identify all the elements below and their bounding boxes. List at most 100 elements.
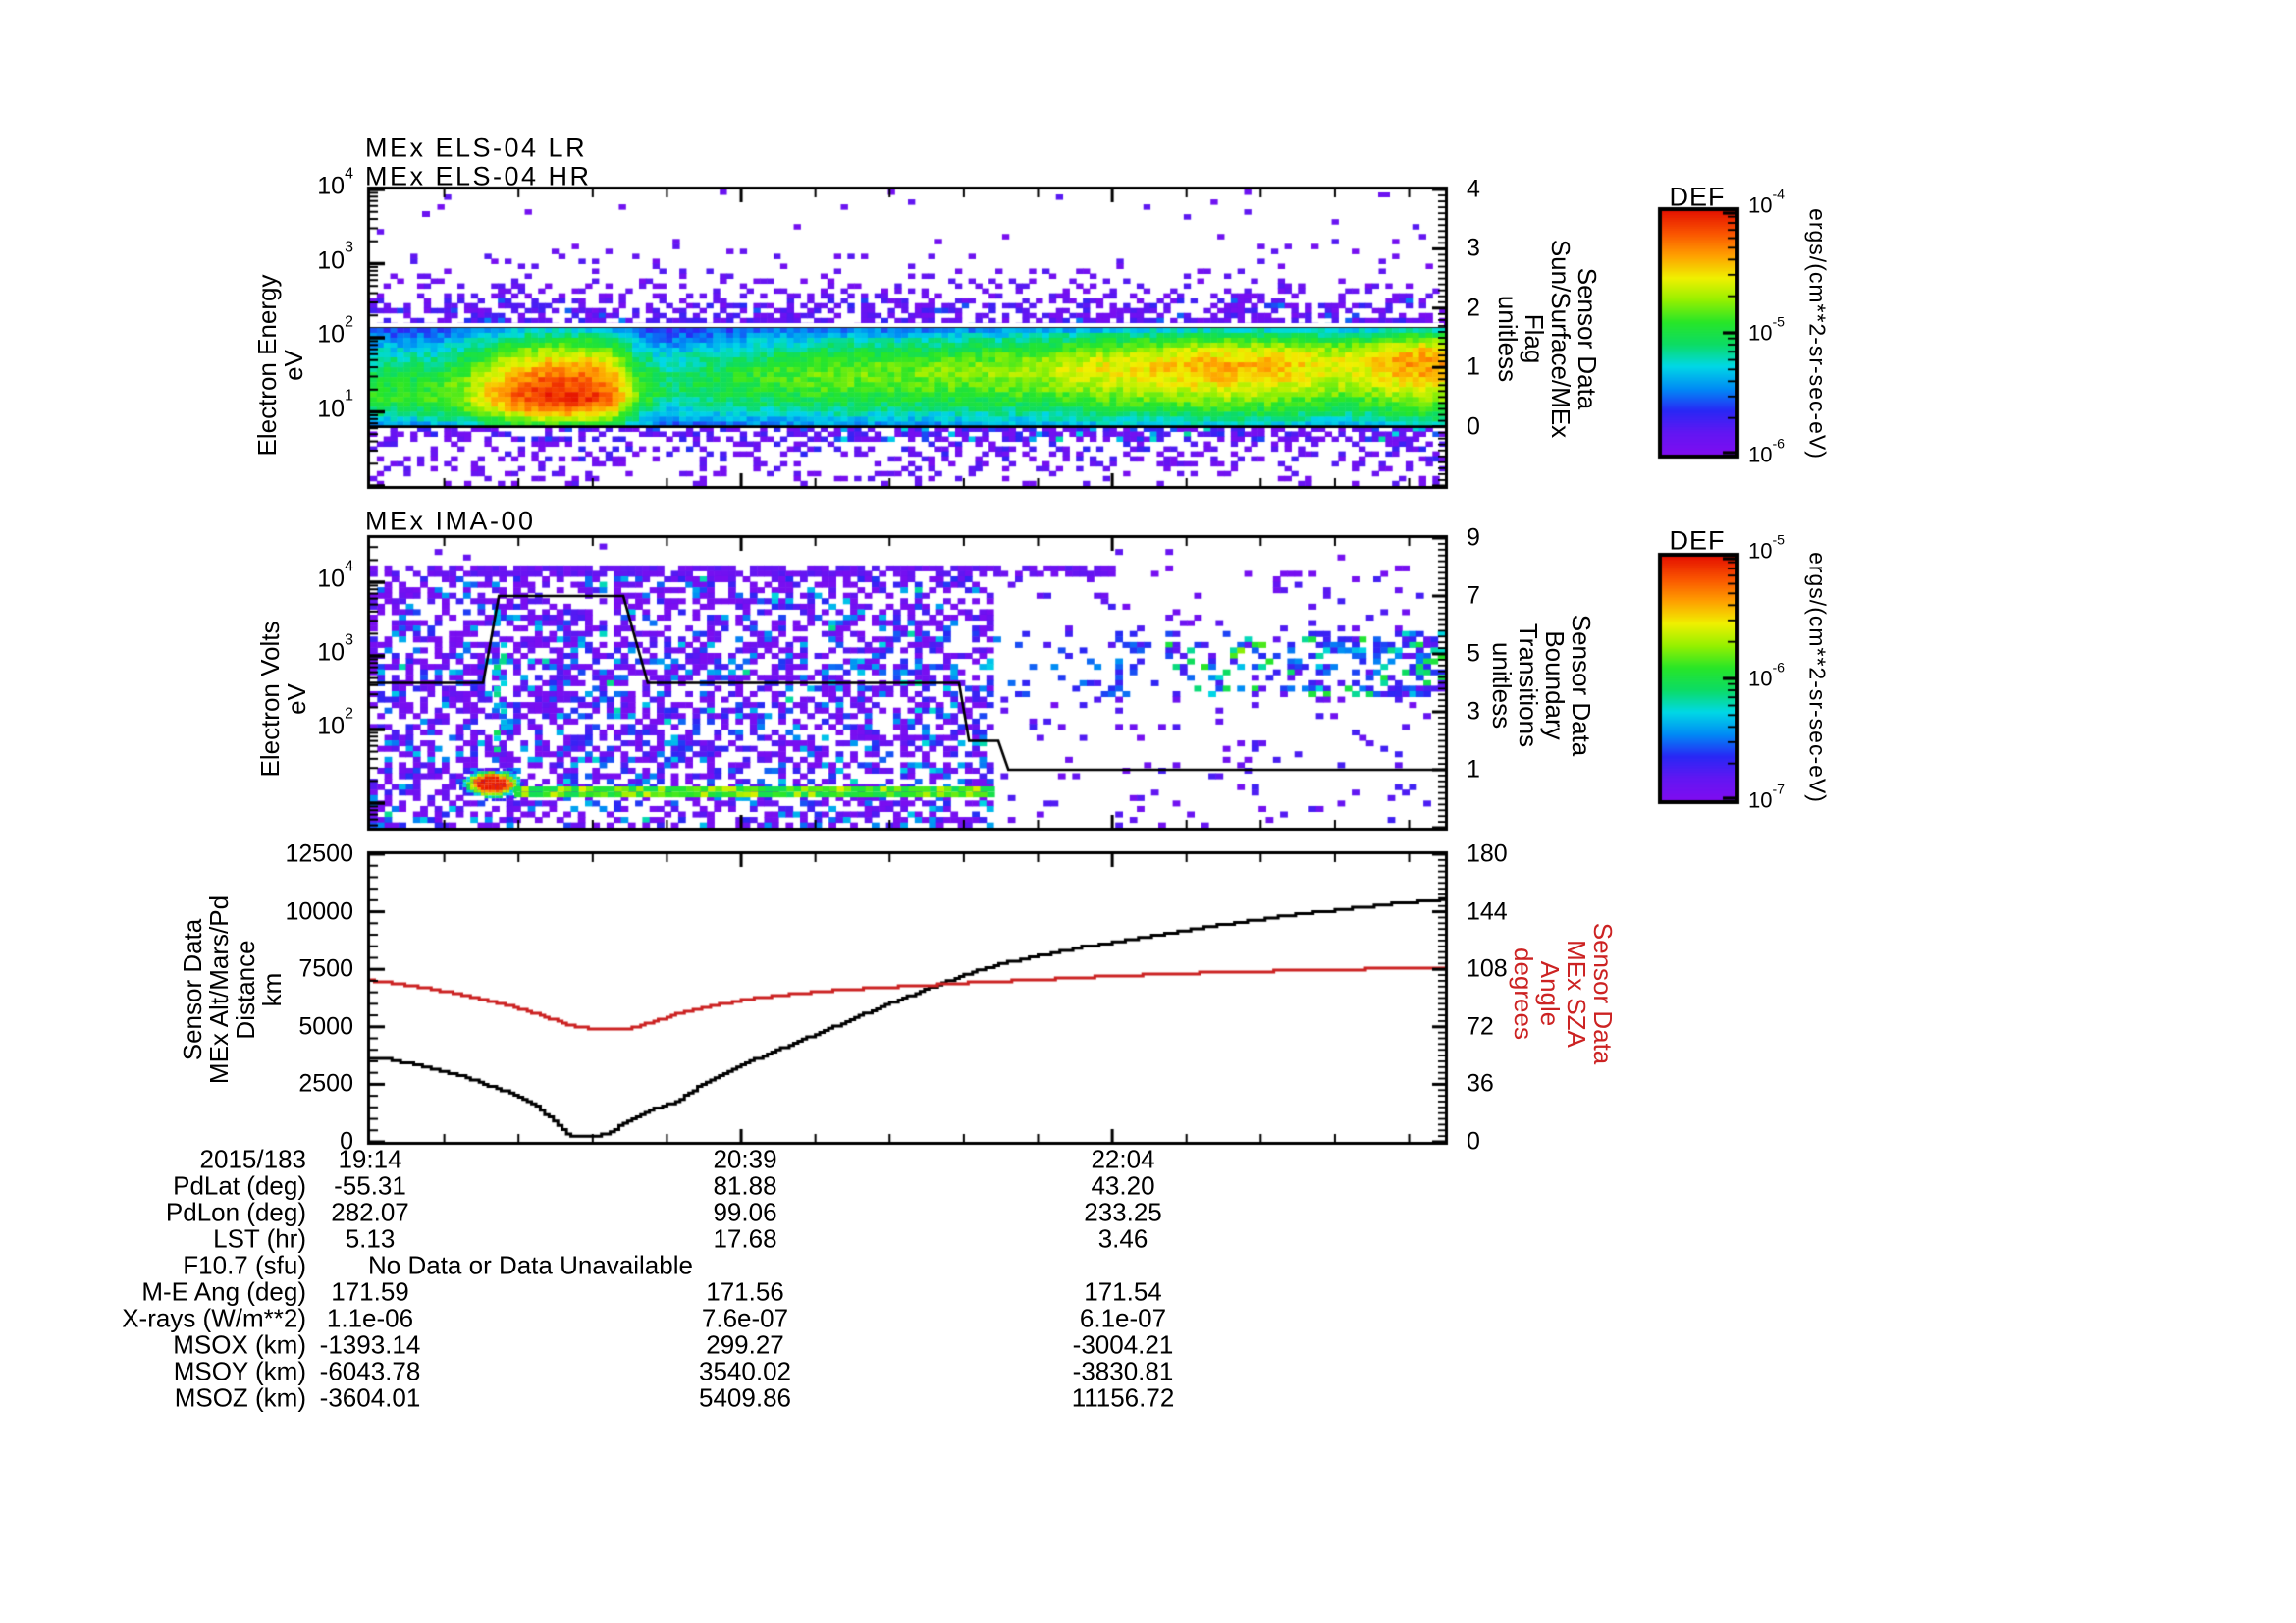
ima-ytick-label: 103 [317, 631, 353, 667]
colorbar1-unit-label: ergs/(cm**2-sr-sec-eV) [1804, 208, 1831, 460]
els-y-axis-label-line: Electron Energy [252, 274, 282, 457]
table-cell: 171.59 [331, 1276, 409, 1307]
time-axis-tick-label: 22:04 [1091, 1144, 1155, 1174]
sza-axis-label-line: Angle [1535, 960, 1565, 1027]
distance-tick-label: 7500 [298, 954, 353, 983]
ima-right-axis-label-line: Transitions [1514, 622, 1543, 748]
table-cell: 233.25 [1084, 1197, 1162, 1227]
table-row-label: PdLat (deg) [173, 1170, 306, 1201]
els-ytick-label: 101 [317, 387, 353, 423]
ima-right-axis-label-line: unitless [1487, 641, 1517, 730]
ima-right-axis-label-line: Boundary [1540, 630, 1570, 740]
table-cell: -55.31 [334, 1170, 406, 1201]
table-row-label: MSOX (km) [173, 1329, 306, 1360]
els-flag-tick-label: 3 [1467, 234, 1480, 262]
ima-right-axis-label-line: Sensor Data [1567, 614, 1596, 757]
table-row-label: 2015/183 [199, 1144, 306, 1174]
colorbar-tick-label: 10-6 [1748, 659, 1786, 691]
colorbar-tick-label: 10-7 [1748, 781, 1786, 813]
table-cell: -3004.21 [1072, 1329, 1174, 1360]
ima-boundary-tick-label: 3 [1467, 697, 1480, 726]
table-cell: 11156.72 [1071, 1382, 1175, 1413]
sza-tick-label: 180 [1467, 839, 1508, 868]
table-row-label: MSOZ (km) [174, 1382, 306, 1413]
els-title-lr: MEx ELS-04 LR [365, 133, 588, 163]
table-cell: -3830.81 [1072, 1356, 1174, 1386]
ima-boundary-tick-label: 1 [1467, 755, 1480, 784]
table-cell: 3.46 [1097, 1223, 1148, 1254]
time-axis-tick-label: 19:14 [338, 1144, 402, 1174]
table-row-label: X-rays (W/m**2) [122, 1303, 306, 1333]
ima-y-axis-label-line: Electron Volts [255, 621, 285, 778]
colorbar-tick-label: 10-6 [1748, 435, 1786, 467]
sza-axis-label-line: degrees [1509, 947, 1538, 1040]
ima-boundary-tick-label: 5 [1467, 639, 1480, 668]
ima-boundary-tick-label: 9 [1467, 523, 1480, 552]
els-flag-tick-label: 2 [1467, 294, 1480, 322]
colorbar2-title: DEF [1669, 525, 1726, 556]
table-cell: 299.27 [706, 1329, 784, 1360]
els-right-axis-label-line: unitless [1493, 295, 1522, 383]
table-cell: 171.56 [706, 1276, 784, 1307]
els-flag-tick-label: 0 [1467, 412, 1480, 441]
sza-tick-label: 108 [1467, 954, 1508, 983]
colorbar1-unit-text: ergs/(cm**2-sr-sec-eV) [1804, 208, 1831, 460]
sza-axis-label-line: Sensor Data [1588, 922, 1618, 1065]
table-cell: -1393.14 [319, 1329, 421, 1360]
distance-axis-label: Sensor Data MEx Alt/Mars/Pd Distance km [178, 894, 287, 1085]
els-ytick-label: 102 [317, 313, 353, 349]
table-cell: 5409.86 [699, 1382, 791, 1413]
colorbar-tick-label: 10-5 [1748, 531, 1786, 564]
colorbar-tick-label: 10-4 [1748, 186, 1786, 218]
ima-boundary-tick-label: 7 [1467, 581, 1480, 610]
sza-tick-label: 36 [1467, 1069, 1494, 1098]
distance-axis-label-line: km [257, 972, 287, 1007]
ima-title: MEx IMA-00 [365, 506, 536, 536]
table-cell: 43.20 [1091, 1170, 1155, 1201]
els-right-axis-label: Sensor Data Sun/Surface/MEx Flag unitles… [1493, 239, 1602, 439]
els-y-axis-label-line: eV [279, 350, 308, 381]
distance-tick-label: 12500 [285, 839, 353, 868]
table-cell: 282.07 [331, 1197, 409, 1227]
table-cell: 99.06 [713, 1197, 777, 1227]
colorbar2-unit-label: ergs/(cm**2-sr-sec-eV) [1804, 552, 1831, 803]
distance-tick-label: 10000 [285, 897, 353, 926]
els-right-axis-label-line: Sensor Data [1573, 267, 1602, 410]
sza-tick-label: 72 [1467, 1012, 1494, 1041]
colorbar-tick-label: 10-5 [1748, 313, 1786, 346]
distance-tick-label: 2500 [298, 1069, 353, 1098]
els-ytick-label: 103 [317, 239, 353, 275]
els-ytick-label: 104 [317, 165, 353, 200]
ima-ytick-label: 104 [317, 558, 353, 593]
table-row-label: MSOY (km) [173, 1356, 306, 1386]
table-cell: -3604.01 [319, 1382, 421, 1413]
distance-tick-label: 5000 [298, 1012, 353, 1041]
distance-axis-label-line: Distance [231, 940, 260, 1040]
table-cell: 171.54 [1084, 1276, 1162, 1307]
ima-ytick-label: 102 [317, 705, 353, 740]
els-right-axis-label-line: Sun/Surface/MEx [1546, 239, 1575, 439]
table-cell: 6.1e-07 [1079, 1303, 1167, 1333]
sza-axis-label: Sensor Data MEx SZA Angle degrees [1509, 922, 1618, 1065]
els-y-axis-label: Electron Energy eV [252, 274, 308, 457]
table-cell: 81.88 [713, 1170, 777, 1201]
sza-tick-label: 144 [1467, 897, 1508, 926]
time-axis-tick-label: 20:39 [713, 1144, 777, 1174]
table-row-label: F10.7 (sfu) [183, 1250, 306, 1280]
table-nodata-note: No Data or Data Unavailable [368, 1250, 693, 1280]
table-row-label: PdLon (deg) [165, 1197, 306, 1227]
ima-y-axis-label-line: eV [282, 683, 311, 715]
table-cell: 3540.02 [699, 1356, 791, 1386]
els-flag-tick-label: 1 [1467, 352, 1480, 381]
distance-axis-label-line: MEx Alt/Mars/Pd [204, 894, 234, 1085]
table-cell: 1.1e-06 [326, 1303, 414, 1333]
els-right-axis-label-line: Flag [1520, 313, 1549, 364]
distance-axis-label-line: Sensor Data [178, 918, 207, 1061]
distance-tick-label: 0 [340, 1127, 353, 1156]
table-row-label: M-E Ang (deg) [141, 1276, 306, 1307]
table-cell: 7.6e-07 [701, 1303, 789, 1333]
table-cell: 17.68 [713, 1223, 777, 1254]
colorbar2-unit-text: ergs/(cm**2-sr-sec-eV) [1804, 552, 1831, 803]
